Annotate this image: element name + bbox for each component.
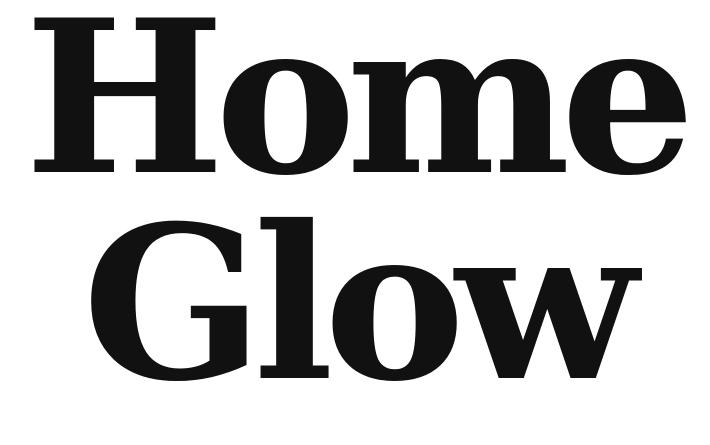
logo-word-home: Home (24, 0, 696, 222)
logo-word-glow: Glow (82, 179, 637, 428)
